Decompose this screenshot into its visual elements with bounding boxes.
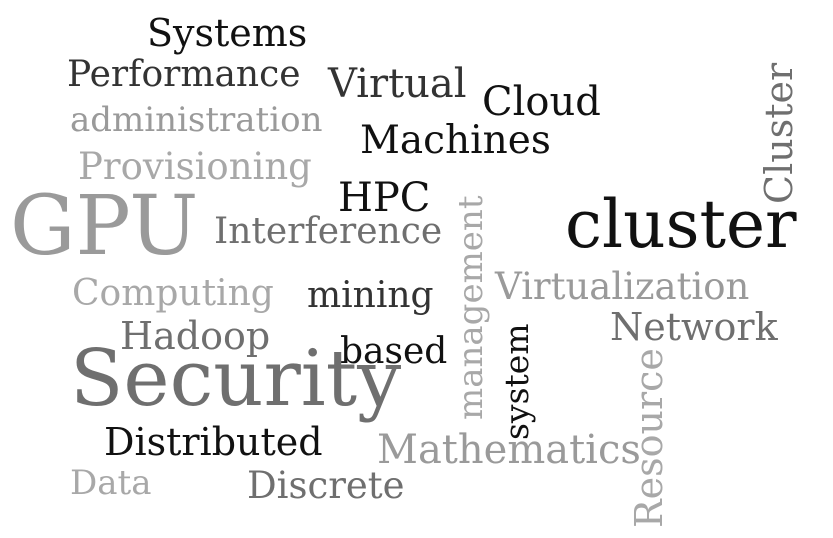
- word-computing: Computing: [72, 273, 274, 314]
- word-interference: Interference: [214, 211, 443, 252]
- word-network: Network: [610, 305, 778, 349]
- word-mining: mining: [307, 275, 434, 316]
- word-based: based: [340, 331, 448, 372]
- word-systems: Systems: [147, 11, 308, 55]
- word-virtualization: Virtualization: [495, 265, 750, 308]
- word-administration: administration: [70, 100, 323, 140]
- word-system: system: [497, 323, 536, 440]
- word-discrete: Discrete: [247, 464, 405, 507]
- word-provisioning: Provisioning: [78, 145, 312, 188]
- word-security: Security: [70, 334, 402, 424]
- word-data: Data: [70, 463, 152, 503]
- word-hpc: HPC: [338, 175, 431, 221]
- word-virtual: Virtual: [328, 61, 467, 107]
- word-gpu: GPU: [10, 179, 199, 274]
- word-cloud-term: Cloud: [482, 79, 601, 125]
- word-cluster-big: cluster: [565, 186, 797, 263]
- word-performance: Performance: [67, 54, 301, 95]
- word-mathematics: Mathematics: [377, 427, 641, 473]
- word-distributed: Distributed: [104, 420, 323, 464]
- word-machines: Machines: [360, 118, 551, 163]
- word-cluster-vertical: Cluster: [757, 62, 801, 204]
- word-hadoop: Hadoop: [120, 314, 271, 358]
- word-management: management: [451, 195, 491, 421]
